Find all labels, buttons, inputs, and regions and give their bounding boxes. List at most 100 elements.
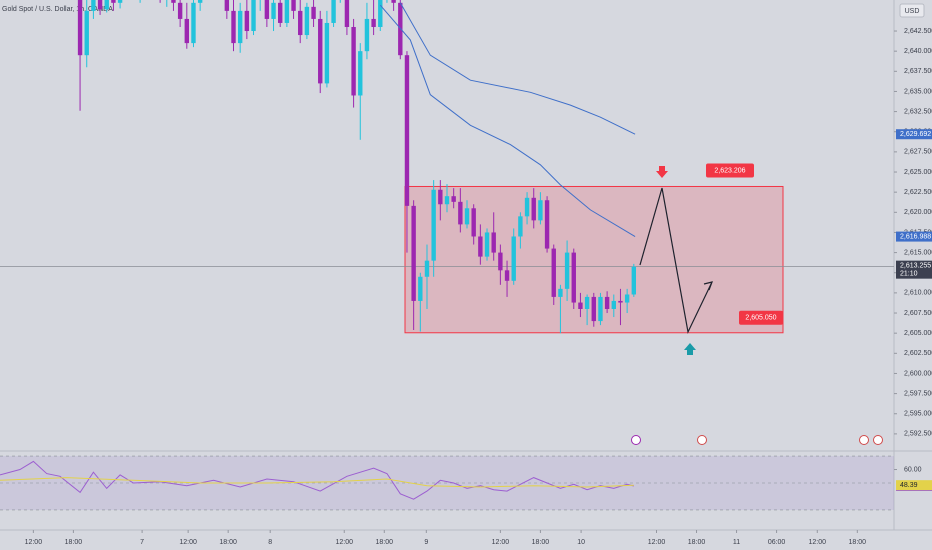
y-tick-label: 2,620.000 [904, 209, 932, 216]
candle-body [311, 6, 316, 19]
x-tick-label: 8 [268, 539, 272, 546]
event-icon[interactable] [859, 435, 869, 445]
zone-label-box [739, 310, 783, 325]
candle-body [604, 296, 610, 309]
candle-body [391, 0, 396, 3]
candle-body [371, 18, 376, 27]
candle-body [404, 55, 410, 206]
candle-body [364, 18, 370, 52]
candle-body [351, 26, 356, 96]
candle-body [224, 0, 230, 11]
candle-body [531, 197, 536, 221]
price-tag-label: 2,629.692 [900, 131, 931, 138]
y-tick-label: 2,602.500 [904, 350, 932, 357]
candle-body [491, 232, 496, 253]
candle-body [418, 276, 423, 301]
y-tick-label: 2,600.000 [904, 370, 932, 377]
series-line [379, 4, 636, 238]
candle-body [251, 0, 256, 32]
event-icon[interactable] [873, 435, 883, 445]
candle-body [591, 296, 596, 322]
series-line [0, 477, 634, 488]
x-tick-label: 11 [733, 539, 740, 546]
candle-body [444, 196, 450, 205]
y-tick-label: 2,607.500 [904, 310, 932, 317]
candle-body [471, 208, 476, 237]
x-tick-label: 12:00 [179, 539, 197, 546]
y-tick-label: 2,592.500 [904, 431, 932, 438]
price-pane [0, 0, 894, 334]
candle-body [498, 252, 503, 271]
candle-body [111, 0, 116, 3]
candle-body [438, 189, 443, 205]
x-tick-label: 12:00 [648, 539, 666, 546]
candle-body [77, 0, 83, 56]
candle-body [264, 0, 270, 19]
event-icon[interactable] [697, 435, 707, 445]
chart-title: Gold Spot / U.S. Dollar, 1h, OANDA [2, 6, 113, 13]
y-tick-label: 2,610.000 [904, 290, 932, 297]
candle-body [538, 200, 543, 221]
price-tag [896, 231, 932, 242]
candle-body [558, 288, 563, 297]
x-tick-label: 18:00 [532, 539, 550, 546]
candle-body [298, 10, 303, 36]
y-tick-label: 2,640.000 [904, 48, 932, 55]
candle-body [511, 236, 516, 281]
x-tick-label: 18:00 [219, 539, 237, 546]
y-tick-label: 2,642.500 [904, 28, 932, 35]
projection-path [639, 187, 713, 334]
y-tick-label: 2,605.000 [904, 330, 932, 337]
candle-body [478, 236, 483, 257]
candle-body [378, 0, 383, 27]
candle-body [431, 189, 436, 261]
candle-body [191, 2, 196, 44]
candle-body [451, 196, 456, 202]
candle-body [318, 18, 323, 84]
countdown-label: 21:10 [900, 270, 918, 277]
y-tick-label: 2,627.500 [904, 149, 932, 156]
zone-label-box [706, 163, 754, 178]
candle-body [324, 22, 330, 84]
candle-body [504, 270, 510, 281]
candle-body [424, 260, 430, 277]
price-tag [896, 480, 932, 491]
candle-body [631, 266, 637, 295]
candle-body [344, 0, 350, 27]
candle-body [518, 216, 523, 237]
event-icon[interactable] [631, 435, 641, 445]
last-price-tag [896, 260, 932, 279]
candle-body [571, 252, 576, 303]
currency-label: USD [905, 8, 920, 15]
sell-arrow [656, 166, 668, 178]
candle-body [484, 232, 490, 257]
x-tick-label: 12:00 [335, 539, 353, 546]
candle-body [117, 0, 123, 3]
candle-body [464, 208, 470, 225]
x-tick-label: 9 [424, 539, 428, 546]
candle-body [278, 2, 283, 23]
price-tag-label: 2,616.988 [900, 233, 931, 240]
y-tick-label: 2,632.500 [904, 108, 932, 115]
event-icons [631, 435, 883, 445]
x-tick-label: 18:00 [849, 539, 867, 546]
y-tick-label: 2,597.500 [904, 390, 932, 397]
candle-body [84, 10, 89, 56]
candle-body [271, 2, 276, 19]
projection-arrowhead [703, 281, 713, 291]
candle-body [97, 0, 103, 10]
candle-body [197, 0, 203, 3]
candle-body [618, 300, 623, 303]
y-tick-label: 2,622.500 [904, 189, 932, 196]
candle-body [171, 0, 176, 3]
price-tag [896, 129, 932, 140]
candle-body [524, 197, 530, 217]
currency-button[interactable] [899, 3, 925, 18]
candle-body [304, 6, 310, 36]
x-tick-label: 18:00 [376, 539, 394, 546]
x-tick-label: 10 [577, 539, 585, 546]
x-tick-label: 06:00 [768, 539, 786, 546]
